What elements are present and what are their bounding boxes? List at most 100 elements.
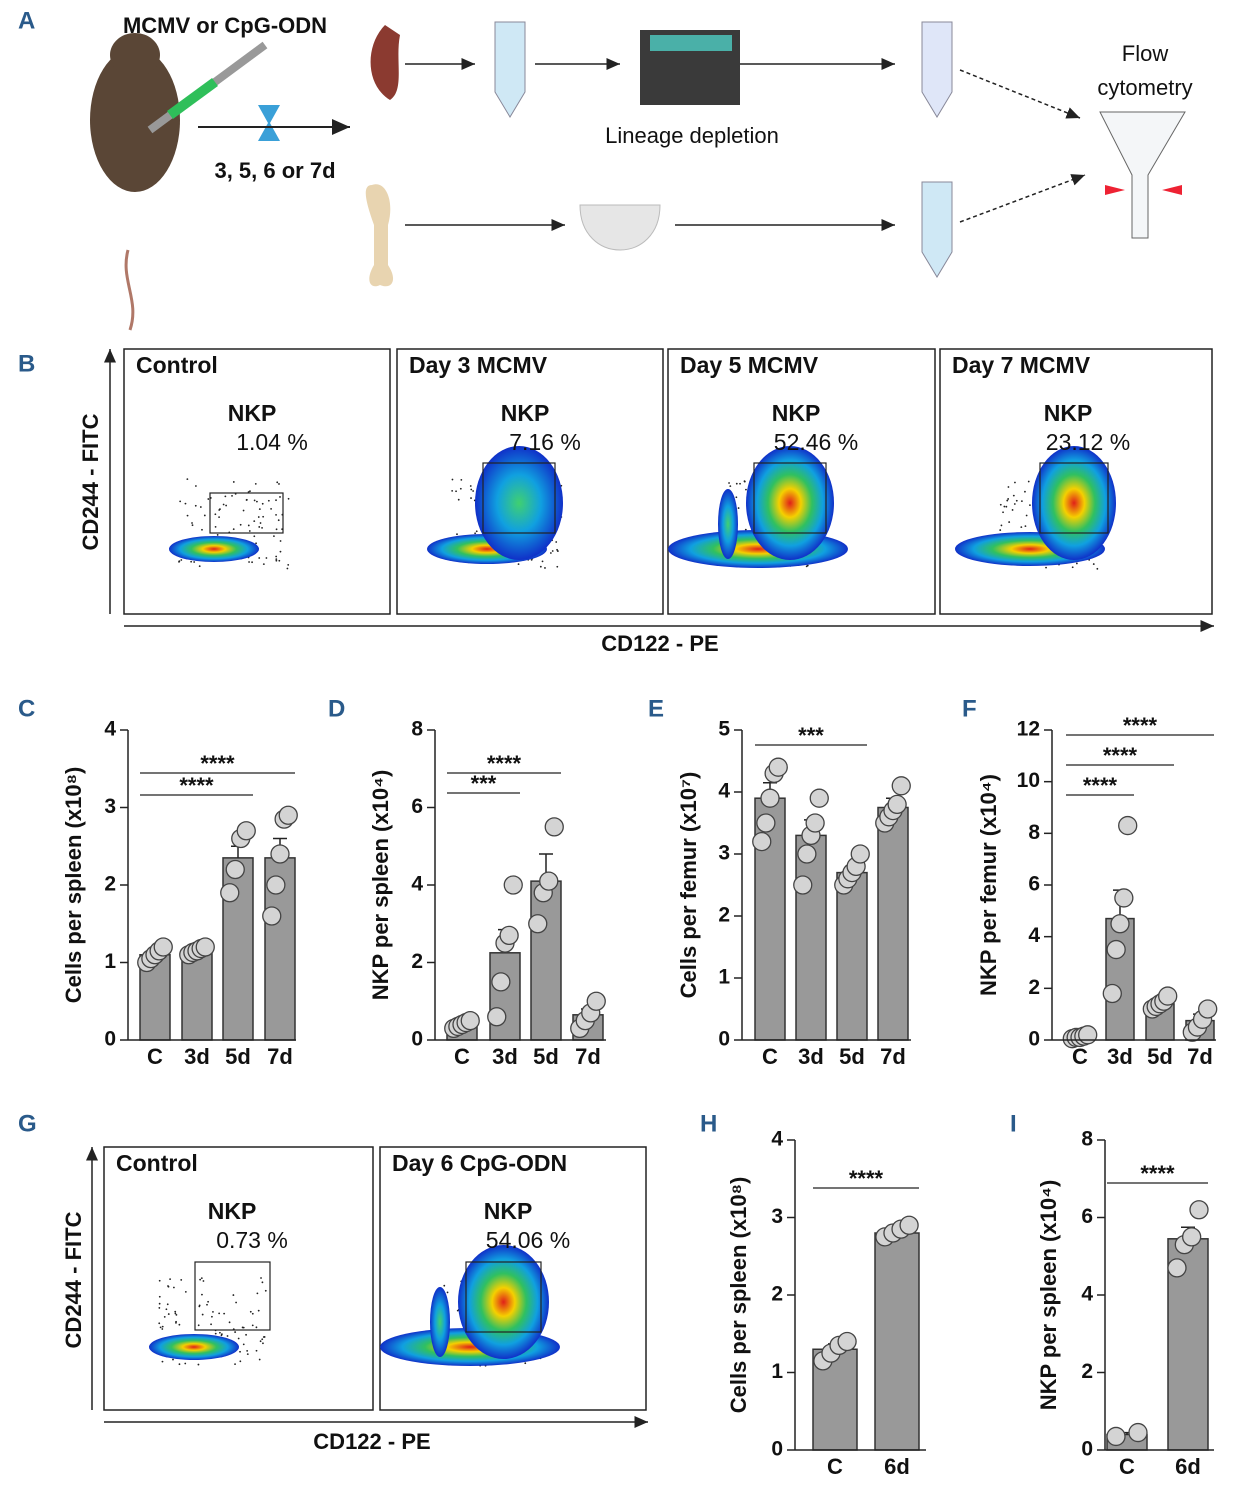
data-point xyxy=(236,821,256,841)
event-dot xyxy=(474,532,477,535)
plot-title: Control xyxy=(116,1150,198,1176)
event-dot xyxy=(255,1349,258,1352)
tube xyxy=(494,21,526,118)
gate-percent: 7.16 % xyxy=(509,429,581,455)
gate-label: NKP xyxy=(1044,400,1093,426)
significance-label: **** xyxy=(1140,1161,1175,1186)
event-dot xyxy=(743,480,746,483)
event-dot xyxy=(549,552,552,554)
x-axis-label: CD122 - PE xyxy=(601,631,718,656)
event-dot xyxy=(253,520,256,523)
plot-frame xyxy=(103,1146,374,1411)
event-dot xyxy=(199,506,202,508)
bar xyxy=(489,952,521,1041)
event-dot xyxy=(443,1284,446,1287)
event-dot xyxy=(222,503,225,506)
data-point xyxy=(1106,1426,1126,1447)
event-dot xyxy=(262,1342,264,1345)
event-dot xyxy=(470,488,473,491)
event-dot xyxy=(258,508,261,511)
event-dot xyxy=(224,495,227,498)
event-dot xyxy=(1096,567,1099,570)
syringe-fill xyxy=(167,77,218,120)
event-dot xyxy=(158,1302,161,1305)
event-dot xyxy=(210,1323,212,1326)
event-dot xyxy=(201,1293,203,1296)
event-dot xyxy=(1020,500,1023,502)
spleen xyxy=(370,25,400,100)
bar xyxy=(1105,917,1135,1041)
mouse-body xyxy=(90,48,180,192)
arrow xyxy=(959,69,1081,119)
x-tick-label: 5d xyxy=(225,1044,251,1069)
event-dot xyxy=(180,1279,183,1281)
step-label: Lineage depletion xyxy=(605,123,779,148)
data-point xyxy=(220,883,240,903)
panel-letter: D xyxy=(328,695,345,722)
event-dot xyxy=(551,550,554,552)
y-tick-label: 0 xyxy=(718,1028,730,1051)
population xyxy=(1032,446,1116,560)
event-dot xyxy=(172,1358,174,1361)
gate-label: NKP xyxy=(484,1198,533,1224)
event-dot xyxy=(179,500,182,503)
data-point xyxy=(1182,1227,1202,1247)
event-dot xyxy=(253,535,256,538)
data-point xyxy=(891,776,911,796)
event-dot xyxy=(1013,503,1016,505)
flow-plot: Control NKP 0.73 % xyxy=(103,1146,374,1411)
event-dot xyxy=(251,561,253,564)
y-tick-label: 12 xyxy=(1017,718,1040,741)
event-dot xyxy=(158,1322,161,1325)
gate xyxy=(1039,462,1109,534)
x-tick-label: 5d xyxy=(533,1044,559,1069)
event-dot xyxy=(251,1312,254,1315)
event-dot xyxy=(198,1305,201,1308)
event-dot xyxy=(158,1295,161,1298)
event-dot xyxy=(256,1292,259,1295)
event-dot xyxy=(460,478,463,481)
event-dot xyxy=(161,1360,164,1363)
event-dot xyxy=(207,1300,210,1303)
data-point xyxy=(278,805,298,825)
laser xyxy=(1105,185,1182,195)
x-tick-label: C xyxy=(454,1044,470,1069)
event-dot xyxy=(167,1285,169,1287)
event-dot xyxy=(165,1308,168,1311)
event-dot xyxy=(214,525,217,528)
flow-plot: Day 3 MCMV NKP 7.16 % xyxy=(396,348,664,615)
event-dot xyxy=(257,1309,260,1312)
event-dot xyxy=(261,526,263,529)
data-point xyxy=(460,1010,480,1031)
event-dot xyxy=(158,1307,161,1309)
gate xyxy=(753,462,827,534)
y-tick-label: 4 xyxy=(1081,1283,1093,1306)
data-point xyxy=(153,937,173,957)
event-dot xyxy=(190,560,193,563)
event-dot xyxy=(737,507,740,509)
y-tick-label: 4 xyxy=(104,718,116,741)
event-dot xyxy=(277,519,280,522)
event-dot xyxy=(178,1323,181,1326)
event-dot xyxy=(279,550,282,553)
event-dot xyxy=(457,498,460,501)
y-tick-label: 2 xyxy=(1081,1360,1093,1383)
event-dot xyxy=(239,1360,242,1363)
gate-label: NKP xyxy=(501,400,550,426)
event-dot xyxy=(261,502,264,505)
data-point xyxy=(887,794,907,815)
event-dot xyxy=(1092,563,1095,565)
event-dot xyxy=(287,497,290,500)
x-tick-label: C xyxy=(1119,1454,1135,1479)
event-dot xyxy=(161,1328,164,1330)
event-dot xyxy=(200,1277,203,1280)
event-dot xyxy=(262,563,265,566)
event-dot xyxy=(194,504,197,507)
data-point xyxy=(1102,983,1122,1004)
event-dot xyxy=(219,1331,221,1334)
panel-letter: B xyxy=(18,350,35,377)
y-tick-label: 1 xyxy=(104,950,116,973)
event-dot xyxy=(1071,566,1074,569)
event-dot xyxy=(191,524,194,527)
panel-letter: G xyxy=(18,1110,37,1137)
